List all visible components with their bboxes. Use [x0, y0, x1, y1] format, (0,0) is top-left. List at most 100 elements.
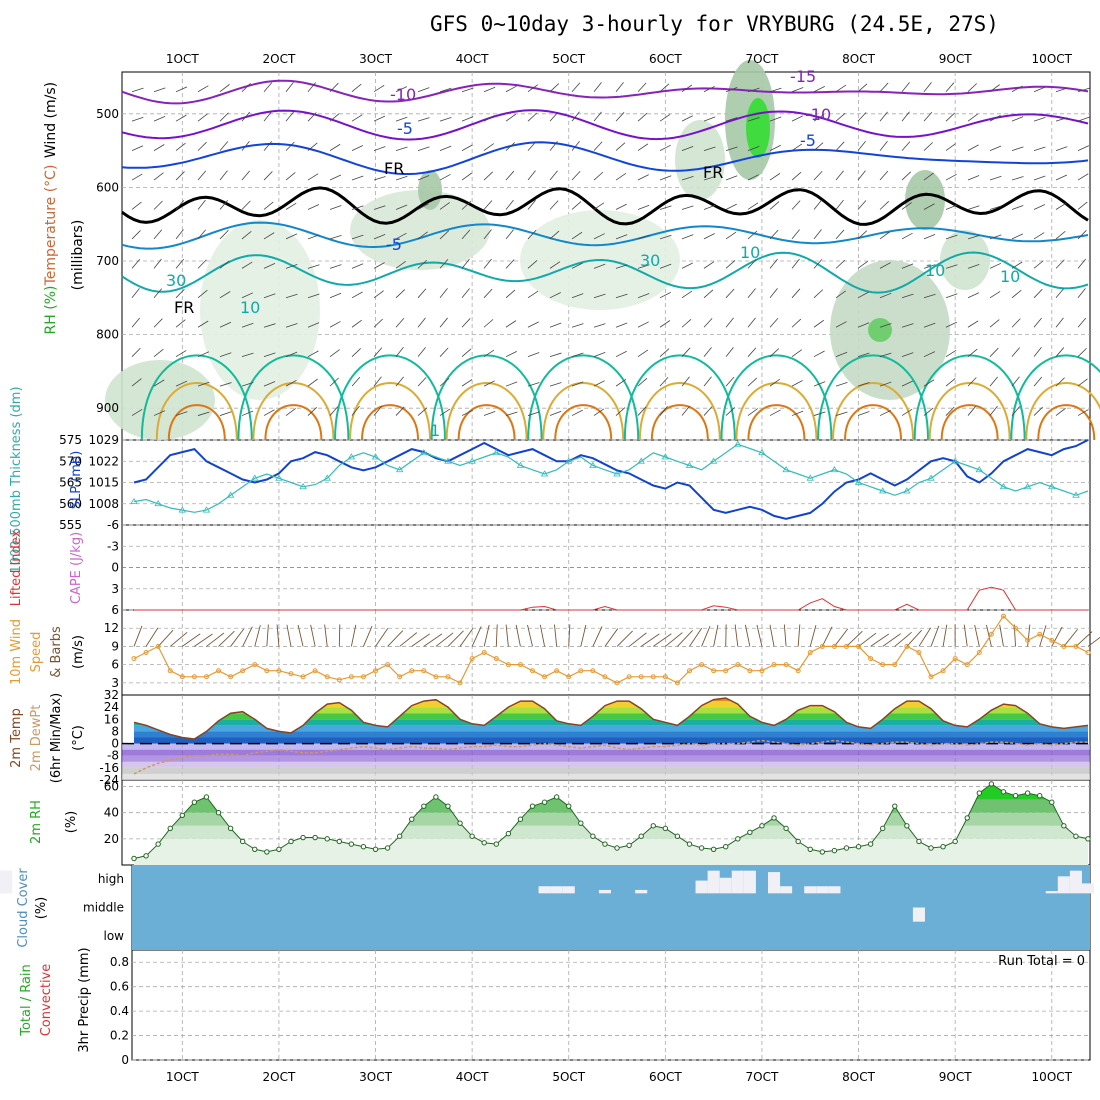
wind-speed-point [1073, 643, 1079, 649]
boundary-layer-isotherm [1025, 382, 1100, 441]
wind-barb [879, 410, 892, 416]
wind-barb [879, 262, 891, 269]
surface-wind-barb [276, 624, 280, 647]
wind-barb [1033, 232, 1045, 240]
isotherm-minus5 [121, 141, 1089, 175]
wind-barb [307, 82, 316, 92]
wind-barb [175, 319, 186, 328]
upper-air-panel: -15 -10 -10 -5 -5 FR FR -5 10 10 10 10 30 30 FR 1 [105, 60, 1100, 441]
wind-speed-point [674, 680, 680, 686]
top-date-tick: 9OCT [939, 52, 972, 66]
wind-barb [395, 146, 408, 151]
wind-barb [439, 230, 450, 240]
rh-point [348, 841, 355, 847]
wind-barb [241, 170, 250, 181]
rh-point [747, 829, 753, 836]
wind-barb [901, 82, 910, 92]
wind-speed-point [650, 674, 656, 680]
wind-barb [769, 116, 782, 122]
wind-speed-point [179, 674, 185, 680]
wind-barb [197, 411, 210, 416]
wind-barb [417, 117, 430, 122]
wind-barb [1011, 406, 1021, 416]
wind-barb [571, 381, 584, 387]
thickness-tick: 570 [59, 454, 82, 468]
bottom-date-tick: 8OCT [842, 1070, 875, 1084]
wind-barb [153, 348, 164, 357]
rh-point [372, 846, 379, 853]
slp-tick: 1008 [88, 497, 119, 511]
wind-barb [351, 145, 364, 151]
thickness-point [468, 457, 476, 464]
wind-barb [351, 175, 364, 181]
wind-speed-point [964, 662, 970, 668]
wind-barb [967, 263, 980, 269]
wind-barb [131, 288, 140, 299]
thickness-point [999, 482, 1008, 490]
surface-wind-barb [580, 624, 587, 647]
wind-barb [505, 320, 517, 328]
wind-barb [197, 381, 210, 387]
wind-barb [549, 83, 560, 93]
surface-wind-barb [1087, 636, 1100, 647]
bottom-date-tick: 4OCT [456, 1070, 489, 1084]
wind-barb [439, 202, 450, 210]
wind-barb [945, 264, 958, 269]
surface-wind-barb [653, 633, 672, 647]
wind-barb [813, 229, 822, 240]
wind-barb [593, 263, 606, 269]
wind-speed-point [976, 650, 982, 655]
boundary-layer-isotherm [928, 382, 1011, 441]
dewpoint-line [133, 739, 1088, 775]
surface-wind-barb [447, 630, 464, 647]
precip-tick: 0 [121, 1053, 129, 1067]
surface-wind-barb [157, 629, 174, 647]
boundary-layer-isotherm [430, 354, 543, 441]
wind-speed-point [348, 674, 354, 680]
wind-barb [307, 142, 318, 151]
thickness-point [154, 499, 162, 507]
wind-barb [1077, 409, 1089, 416]
wind-barb [131, 201, 142, 210]
wind-barb [835, 141, 845, 151]
boundary-layer-isotherm [140, 354, 253, 441]
wind-barb [417, 377, 427, 387]
temp-tick: -16 [99, 761, 119, 775]
wind-barb [527, 170, 536, 181]
wind-barb [791, 171, 802, 181]
wind-barb [285, 141, 295, 151]
rh-point [336, 838, 342, 845]
surface-wind-barb [338, 624, 341, 647]
wind-barb [417, 203, 429, 210]
wind-barb [505, 199, 514, 210]
surface-wind-barb [769, 624, 775, 647]
wind-barb [681, 318, 692, 328]
high-cloud-bar [635, 889, 648, 894]
wind-barb [923, 111, 933, 122]
wind-barb [395, 317, 405, 328]
rh-point [964, 815, 970, 821]
wind-barb [615, 293, 628, 299]
wind-barb [153, 172, 164, 181]
surface-wind-barb [930, 625, 940, 647]
wind-barb [351, 319, 362, 328]
surface-wind-barb [882, 633, 901, 647]
pressure-tick: 800 [96, 328, 119, 342]
wind-barb [637, 143, 649, 151]
surface-wind-barb [701, 625, 711, 647]
wind-barb [549, 382, 562, 387]
surface-wind-barb [1013, 624, 1016, 647]
wind-barb [835, 411, 848, 416]
cloud-level-middle: middle [83, 901, 124, 915]
high-cloud-bar [1081, 883, 1095, 894]
high-cloud-bar [731, 870, 744, 894]
thickness-point [685, 461, 694, 468]
wind-speed-point [904, 643, 910, 649]
wind-barb [945, 234, 958, 240]
temp-band [134, 719, 1088, 726]
wind-barb [1033, 86, 1046, 93]
rh-tick: 60 [104, 780, 119, 794]
wind-barb [637, 112, 648, 122]
wind-barb [373, 290, 384, 299]
wind-speed-point [988, 631, 994, 637]
